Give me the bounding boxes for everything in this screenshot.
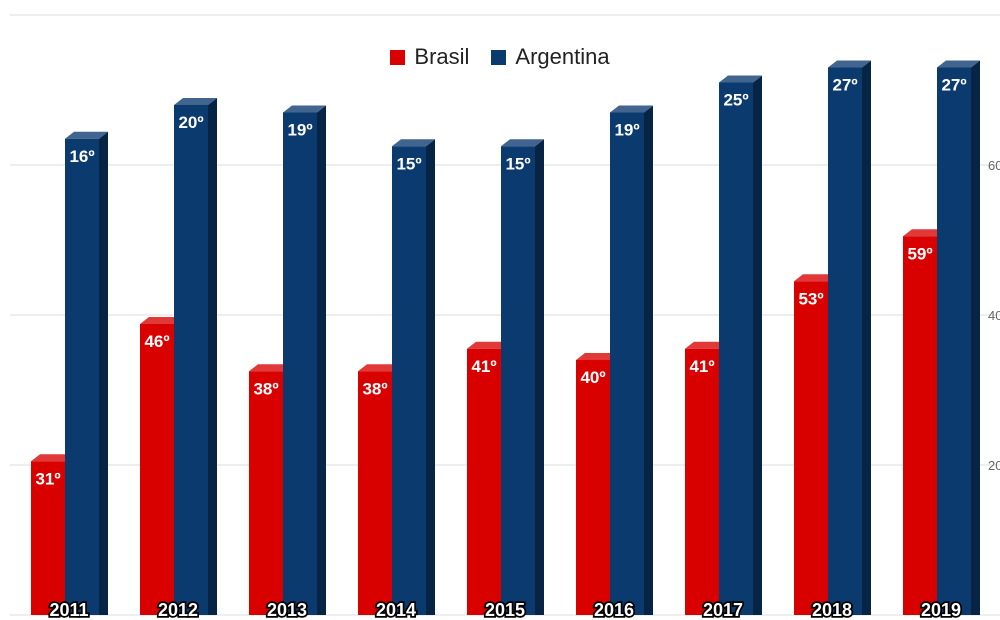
- bar-front: [140, 324, 174, 615]
- legend-swatch-argentina: [491, 49, 507, 65]
- bar-side: [535, 139, 544, 615]
- x-tick-label: 2011: [49, 600, 88, 620]
- bar-side: [99, 131, 108, 615]
- x-tick-label: 2014: [376, 600, 416, 620]
- bar-front: [903, 236, 937, 615]
- y-tick-label: 40: [988, 308, 1000, 323]
- x-tick-label: 2017: [703, 600, 743, 620]
- legend: Brasil Argentina: [0, 44, 1000, 70]
- data-label-argentina: 15º: [505, 154, 530, 173]
- data-label-argentina: 25º: [723, 91, 748, 110]
- bar-front: [719, 82, 753, 615]
- data-label-brasil: 38º: [253, 379, 278, 398]
- data-label-brasil: 40º: [580, 368, 605, 387]
- bar-argentina-2013: [283, 105, 326, 615]
- bar-front: [283, 112, 317, 615]
- bar-front: [501, 146, 535, 615]
- x-tick-label: 2013: [267, 600, 307, 620]
- bar-top: [794, 274, 837, 282]
- bar-side: [644, 105, 653, 615]
- bar-front: [174, 105, 208, 615]
- bar-argentina-2019: [937, 60, 980, 615]
- bar-top: [31, 454, 74, 462]
- bar-front: [358, 371, 392, 615]
- bar-side: [971, 60, 980, 615]
- bar-front: [828, 67, 862, 615]
- bar-argentina-2016: [610, 105, 653, 615]
- bar-side: [753, 75, 762, 615]
- data-label-argentina: 19º: [614, 121, 639, 140]
- bar-front: [467, 348, 501, 615]
- data-label-brasil: 46º: [144, 332, 169, 351]
- bar-top: [903, 229, 946, 237]
- bar-top: [358, 364, 401, 372]
- bar-front: [392, 146, 426, 615]
- bar-front: [610, 112, 644, 615]
- bar-argentina-2014: [392, 139, 435, 615]
- data-label-brasil: 41º: [471, 357, 496, 376]
- data-label-brasil: 53º: [798, 289, 823, 308]
- bar-top: [65, 131, 108, 139]
- data-label-argentina: 27º: [941, 76, 966, 95]
- bar-side: [208, 98, 217, 615]
- data-label-argentina: 15º: [396, 154, 421, 173]
- bar-front: [65, 138, 99, 615]
- bar-front: [576, 360, 610, 615]
- bar-side: [862, 60, 871, 615]
- bar-top: [392, 139, 435, 147]
- legend-item-argentina: Argentina: [491, 44, 610, 70]
- data-label-argentina: 27º: [832, 76, 857, 95]
- y-tick-label: 60: [988, 158, 1000, 173]
- bar-front: [937, 67, 971, 615]
- bar-side: [317, 105, 326, 615]
- data-label-argentina: 20º: [178, 113, 203, 132]
- bar-top: [937, 60, 980, 68]
- bar-front: [31, 461, 65, 615]
- data-label-argentina: 19º: [287, 121, 312, 140]
- data-label-brasil: 41º: [689, 357, 714, 376]
- bar-side: [426, 139, 435, 615]
- bar-top: [283, 105, 326, 113]
- bar-argentina-2015: [501, 139, 544, 615]
- bar-top: [828, 60, 871, 68]
- data-label-brasil: 59º: [907, 244, 932, 263]
- x-tick-label: 2016: [594, 600, 634, 620]
- bar-top: [610, 105, 653, 113]
- bar-top: [467, 341, 510, 349]
- data-label-argentina: 16º: [69, 147, 94, 166]
- bar-argentina-2017: [719, 75, 762, 615]
- x-tick-label: 2018: [812, 600, 852, 620]
- bar-argentina-2018: [828, 60, 871, 615]
- bar-front: [685, 348, 719, 615]
- data-label-brasil: 31º: [35, 469, 60, 488]
- y-tick-label: 20: [988, 458, 1000, 473]
- bar-top: [249, 364, 292, 372]
- x-tick-label: 2015: [485, 600, 525, 620]
- bar-top: [140, 317, 183, 324]
- legend-item-brasil: Brasil: [390, 44, 469, 70]
- x-tick-label: 2019: [921, 600, 961, 620]
- legend-label-brasil: Brasil: [414, 44, 470, 69]
- data-label-brasil: 38º: [362, 379, 387, 398]
- bar-front: [794, 281, 828, 615]
- bar-argentina-2012: [174, 98, 217, 615]
- bar-top: [576, 353, 619, 360]
- bar-top: [174, 98, 217, 105]
- legend-label-argentina: Argentina: [515, 44, 610, 69]
- bar-top: [719, 75, 762, 83]
- bar-argentina-2011: [65, 131, 108, 615]
- bar-front: [249, 371, 283, 615]
- x-tick-label: 2012: [158, 600, 198, 620]
- bar-top: [501, 139, 544, 147]
- legend-swatch-brasil: [390, 49, 406, 65]
- bar-top: [685, 341, 728, 349]
